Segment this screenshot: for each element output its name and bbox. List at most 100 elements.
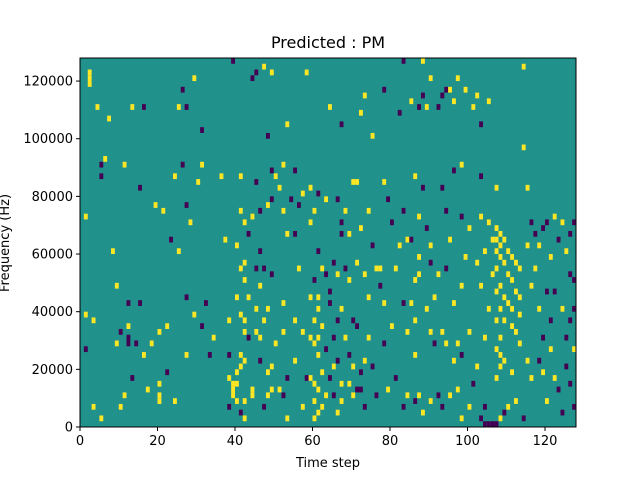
heatmap-cell [312, 340, 317, 347]
heatmap-cell [366, 294, 371, 301]
heatmap-cell [242, 328, 247, 335]
heatmap-cell [502, 294, 507, 301]
heatmap-cell [347, 380, 352, 387]
heatmap-area [80, 58, 576, 427]
heatmap-cell [432, 294, 437, 301]
heatmap-cell [444, 265, 449, 272]
heatmap-cell [293, 230, 297, 237]
heatmap-cell [231, 392, 235, 399]
heatmap-cell [525, 184, 530, 191]
heatmap-cell [246, 294, 251, 301]
heatmap-cell [494, 184, 499, 191]
heatmap-cell [200, 161, 204, 168]
y-tick-label: 0 [65, 421, 73, 436]
heatmap-cell [413, 317, 418, 324]
heatmap-cell [405, 392, 410, 399]
heatmap-cell [254, 179, 259, 185]
heatmap-cell [277, 386, 282, 393]
heatmap-cell [529, 375, 534, 381]
heatmap-cell [409, 236, 414, 243]
heatmap-cell [258, 334, 263, 341]
heatmap-cell [401, 300, 406, 306]
heatmap-cell [370, 242, 375, 249]
heatmap-cell [572, 403, 576, 410]
heatmap-cell [316, 190, 321, 197]
heatmap-cell [300, 403, 305, 410]
heatmap-cell [87, 69, 92, 76]
x-tick-label: 20 [149, 434, 166, 449]
heatmap-cell [455, 340, 460, 347]
heatmap-cell [362, 92, 367, 99]
heatmap-cell [266, 305, 270, 312]
heatmap-cell [548, 346, 553, 353]
heatmap-cell [506, 300, 511, 306]
heatmap-cell [510, 254, 514, 260]
heatmap-cell [339, 380, 344, 387]
heatmap-cell [277, 184, 282, 191]
heatmap-cell [479, 121, 483, 128]
heatmap-cell [320, 265, 325, 272]
heatmap-cell [459, 352, 464, 358]
heatmap-cell [173, 173, 177, 180]
heatmap-cell [273, 340, 278, 347]
heatmap-cell [444, 340, 449, 347]
heatmap-cell [455, 75, 460, 82]
heatmap-cell [514, 288, 518, 295]
heatmap-cell [390, 219, 394, 226]
y-tick-label: 80000 [32, 190, 73, 205]
heatmap-cell [382, 86, 387, 93]
heatmap-cell [126, 334, 131, 341]
heatmap-cell [308, 294, 313, 301]
heatmap-cell [176, 248, 181, 255]
heatmap-cell [250, 75, 255, 82]
heatmap-cell [235, 242, 239, 249]
heatmap-cell [153, 202, 158, 208]
heatmap-cell [424, 305, 429, 312]
heatmap-cell [510, 323, 514, 329]
heatmap-cell [541, 225, 545, 231]
heatmap-cell [331, 363, 336, 370]
heatmap-cell [269, 271, 274, 278]
heatmap-cell [281, 161, 286, 168]
heatmap-cell [242, 357, 247, 364]
heatmap-cell [258, 282, 263, 289]
heatmap-cell [335, 357, 340, 364]
heatmap-cell [111, 248, 115, 255]
heatmap-cell [409, 98, 414, 105]
heatmap-cell [184, 352, 189, 358]
heatmap-cell [506, 271, 511, 278]
heatmap-cell [467, 328, 472, 335]
heatmap-cell [196, 179, 201, 185]
heatmap-cell [130, 375, 135, 381]
heatmap-cell [355, 323, 359, 329]
heatmap-cell [413, 352, 418, 358]
heatmap-cell [285, 230, 290, 237]
heatmap-cell [362, 357, 367, 364]
heatmap-cell [572, 219, 576, 226]
heatmap-cell [335, 271, 340, 278]
heatmap-cell [165, 323, 170, 329]
heatmap-cell [552, 213, 557, 220]
heatmap-cell [281, 300, 286, 306]
heatmap-cell [211, 334, 216, 341]
heatmap-cell [242, 259, 247, 266]
heatmap-cell [200, 127, 204, 133]
heatmap-cell [103, 156, 108, 162]
heatmap-cell [269, 386, 274, 393]
heatmap-cell [316, 386, 321, 393]
heatmap-cell [452, 357, 456, 364]
heatmap-cell [339, 121, 344, 128]
x-tick-label: 120 [533, 434, 558, 449]
heatmap-cell [227, 352, 232, 358]
heatmap-cell [122, 392, 127, 399]
heatmap-cell [235, 380, 239, 387]
heatmap-cell [467, 225, 472, 231]
heatmap-cell [316, 305, 321, 312]
heatmap-cell [231, 386, 235, 393]
heatmap-cell [382, 300, 387, 306]
heatmap-cell [537, 305, 542, 312]
heatmap-cell [320, 369, 325, 376]
heatmap-cell [87, 81, 92, 87]
heatmap-cell [448, 236, 452, 243]
heatmap-cell [293, 317, 297, 324]
